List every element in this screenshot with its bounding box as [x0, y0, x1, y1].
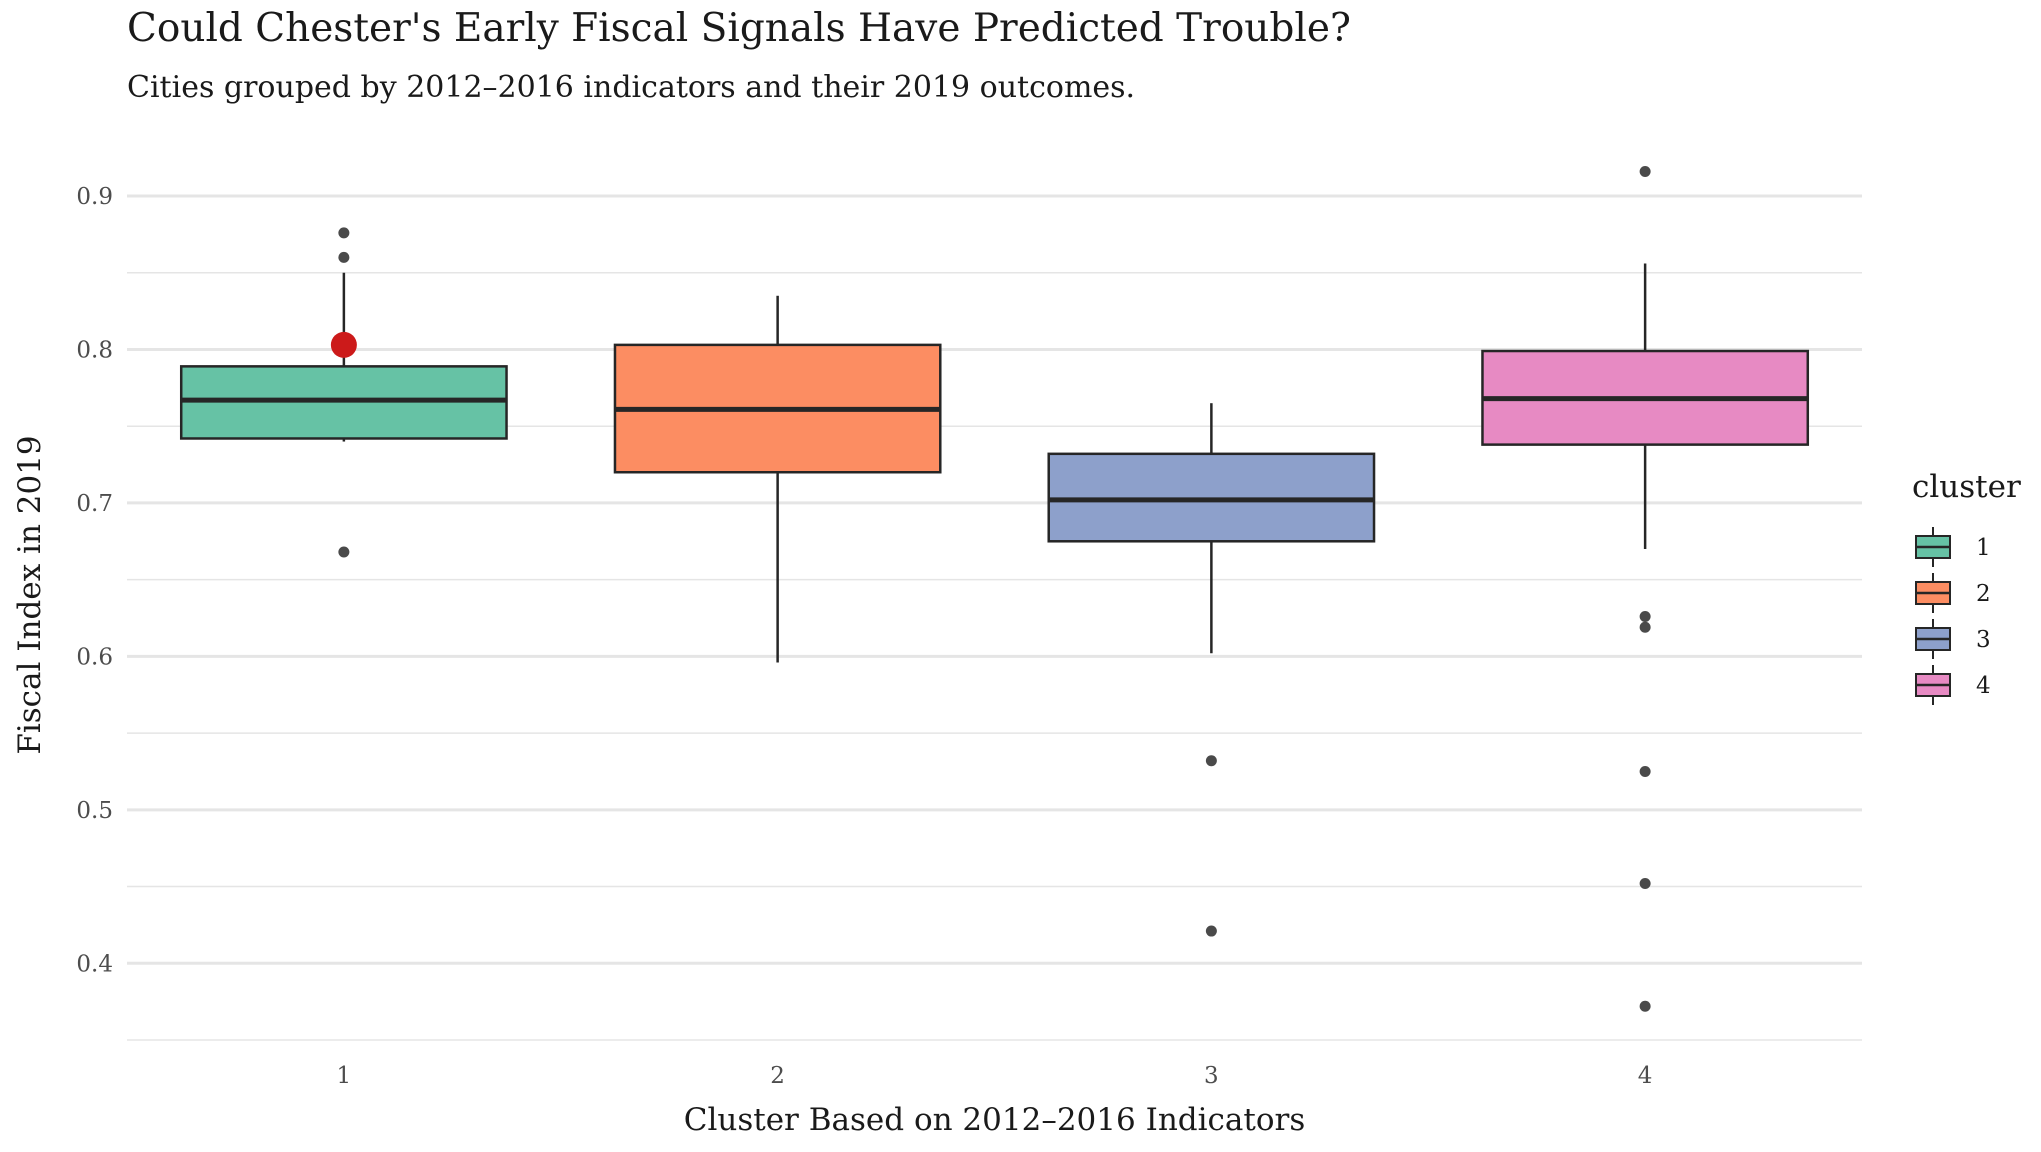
x-tick-label: 4	[1638, 1063, 1653, 1089]
box-cluster-2	[613, 295, 942, 663]
chart-title: Could Chester's Early Fiscal Signals Hav…	[127, 6, 1351, 51]
legend-entry-2: 2	[1915, 573, 1991, 613]
outlier-point	[338, 546, 350, 558]
outlier-point	[1639, 621, 1651, 633]
outlier-point	[338, 227, 350, 239]
chart-subtitle: Cities grouped by 2012–2016 indicators a…	[127, 70, 1136, 105]
axes: Cluster Based on 2012–2016 Indicators Fi…	[12, 184, 1652, 1138]
outlier-point	[338, 251, 350, 263]
legend-label: 4	[1976, 673, 1991, 699]
legend-entry-3: 3	[1915, 619, 1991, 659]
legend-entry-1: 1	[1915, 527, 1991, 567]
legend-title: cluster	[1912, 469, 2021, 505]
legend-label: 3	[1976, 627, 1991, 653]
x-axis-title: Cluster Based on 2012–2016 Indicators	[684, 1102, 1305, 1138]
box-cluster-3	[1047, 403, 1376, 654]
legend-label: 1	[1976, 535, 1991, 561]
outlier-point	[1205, 925, 1217, 937]
points	[330, 165, 1651, 1012]
y-axis-title: Fiscal Index in 2019	[12, 435, 48, 754]
outlier-point	[1639, 1000, 1651, 1012]
y-tick-label: 0.9	[76, 184, 113, 210]
gridlines	[127, 194, 1862, 1041]
y-tick-label: 0.6	[76, 644, 113, 670]
box-cluster-4	[1481, 263, 1810, 549]
x-tick-label: 2	[770, 1063, 785, 1089]
x-tick-label: 3	[1204, 1063, 1219, 1089]
outlier-point	[1639, 165, 1651, 177]
box-cluster-1	[179, 272, 508, 442]
outlier-point	[1205, 755, 1217, 767]
y-tick-label: 0.4	[76, 951, 113, 977]
legend-entry-4: 4	[1915, 665, 1991, 705]
legend-label: 2	[1976, 581, 1991, 607]
x-tick-label: 1	[337, 1063, 352, 1089]
highlight-point	[330, 331, 357, 358]
y-tick-label: 0.8	[76, 337, 113, 363]
legend: cluster 1 2 3 4	[1912, 469, 2021, 705]
outlier-point	[1639, 610, 1651, 622]
y-tick-label: 0.5	[76, 798, 113, 824]
boxplots	[179, 263, 1810, 663]
y-tick-label: 0.7	[76, 491, 113, 517]
outlier-point	[1639, 765, 1651, 777]
outlier-point	[1639, 877, 1651, 889]
